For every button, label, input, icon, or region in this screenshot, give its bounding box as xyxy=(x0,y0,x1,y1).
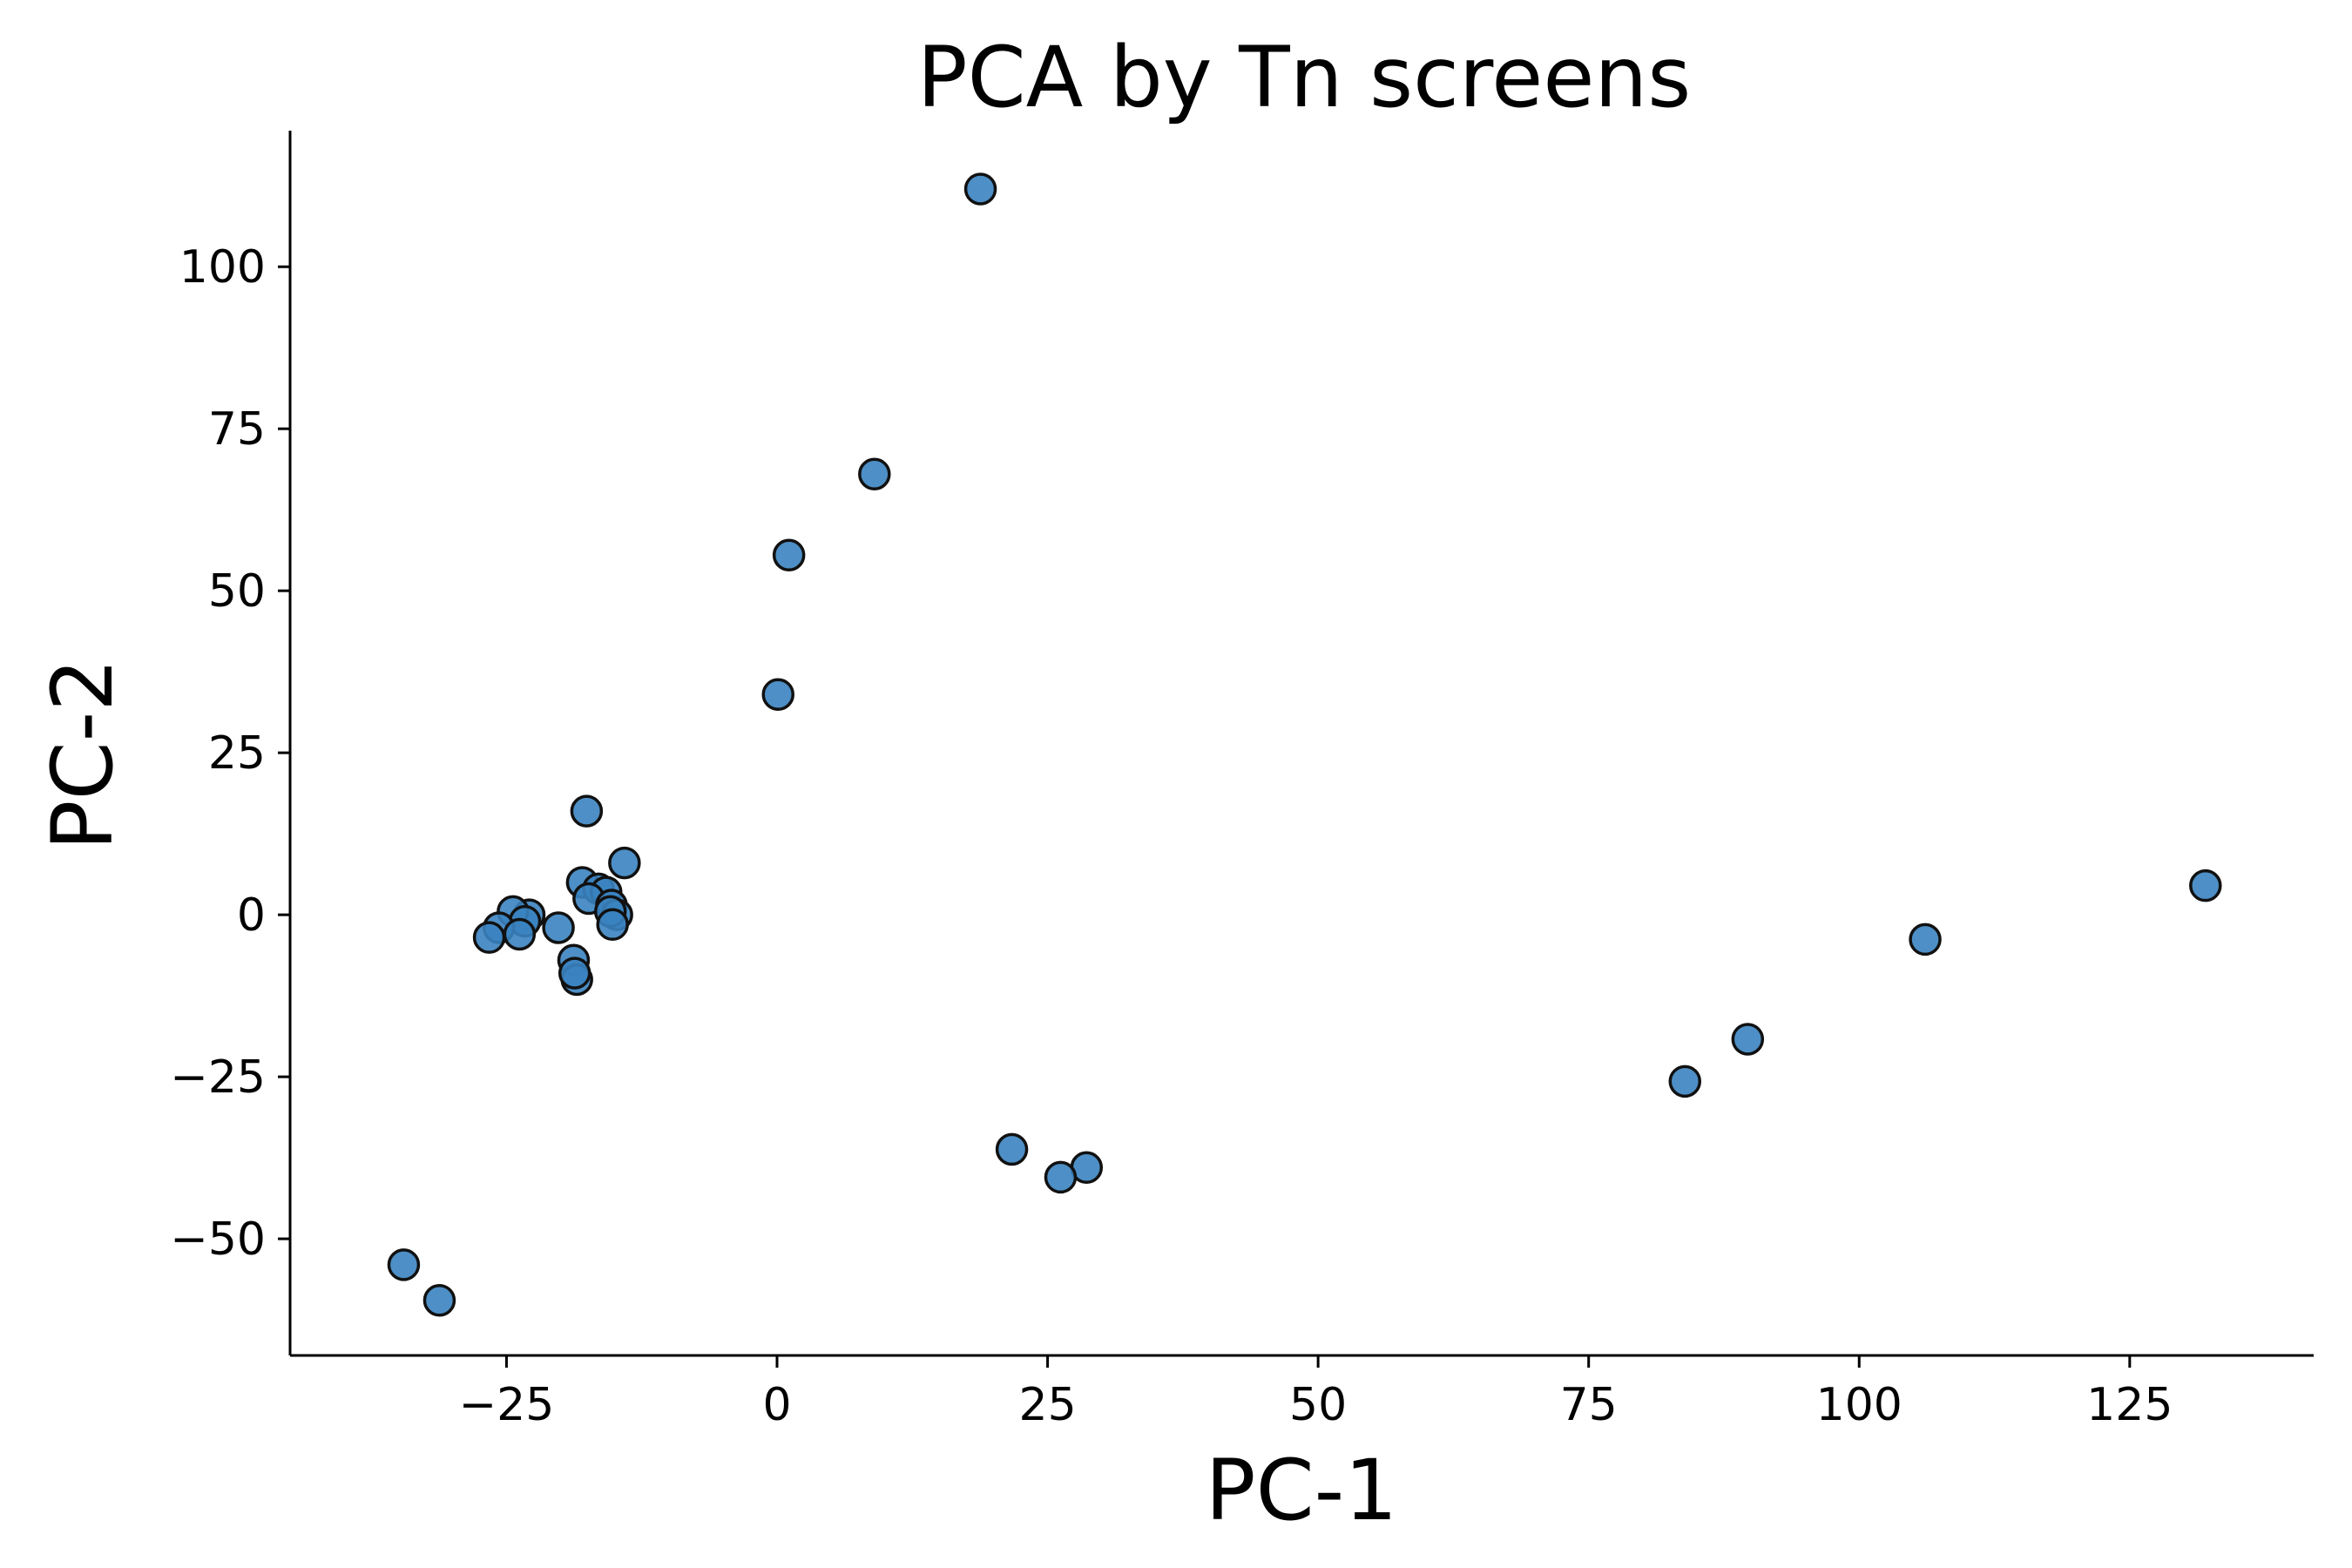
data-point xyxy=(596,908,629,942)
x-tick-label: 100 xyxy=(1816,1379,1903,1431)
y-tick-label: 25 xyxy=(208,727,266,780)
data-points xyxy=(387,172,2222,1317)
x-tick-label: 25 xyxy=(1018,1379,1076,1431)
data-point xyxy=(772,538,806,572)
y-ticks: −50 −25 0 25 50 75 100 xyxy=(170,241,290,1266)
data-point xyxy=(558,956,591,990)
data-point xyxy=(1668,1064,1702,1098)
y-tick-label: 75 xyxy=(208,403,266,456)
y-tick-label: −50 xyxy=(170,1213,266,1266)
x-tick-label: 125 xyxy=(2086,1379,2173,1431)
data-point xyxy=(387,1248,421,1281)
y-axis-label: PC-2 xyxy=(34,659,132,851)
y-tick-label: 50 xyxy=(208,565,266,618)
data-point xyxy=(503,917,537,951)
chart-title: PCA by Tn screens xyxy=(917,29,1692,126)
y-tick-label: 100 xyxy=(179,241,266,294)
data-point xyxy=(963,172,997,206)
x-tick-label: 0 xyxy=(762,1379,791,1431)
data-point xyxy=(472,921,506,954)
x-axis-label: PC-1 xyxy=(1206,1442,1398,1539)
data-point xyxy=(858,457,891,491)
x-tick-label: 50 xyxy=(1289,1379,1347,1431)
data-point xyxy=(422,1284,456,1317)
data-point xyxy=(761,678,795,711)
y-tick-label: −25 xyxy=(170,1051,266,1104)
x-tick-label: 75 xyxy=(1560,1379,1618,1431)
x-ticks: −25 0 25 50 75 100 125 xyxy=(459,1355,2173,1431)
data-point xyxy=(1909,923,1942,956)
data-point xyxy=(1044,1160,1078,1194)
data-point xyxy=(608,846,641,880)
x-tick-label: −25 xyxy=(459,1379,555,1431)
data-point xyxy=(1731,1023,1765,1056)
data-point xyxy=(2189,868,2222,902)
y-tick-label: 0 xyxy=(237,889,266,942)
data-point xyxy=(995,1132,1029,1166)
data-point xyxy=(542,911,575,944)
data-point xyxy=(570,794,604,828)
